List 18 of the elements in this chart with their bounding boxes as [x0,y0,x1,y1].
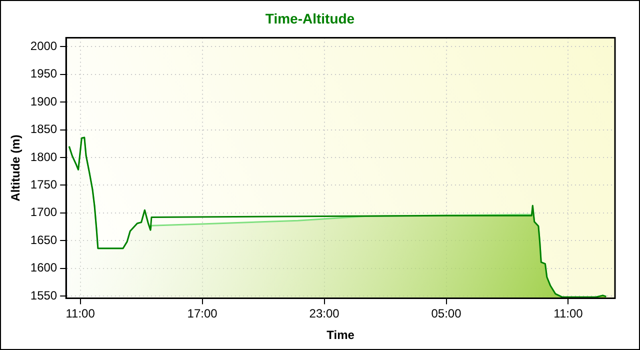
y-tick-label: 1650 [30,232,58,247]
y-tick-label: 1750 [30,177,58,192]
y-tick-label: 1900 [30,94,58,108]
y-tick-label: 1550 [30,288,58,302]
y-tick-label: 1850 [30,122,58,136]
y-tick-label: 1800 [30,150,58,164]
x-tick-label: 23:00 [309,306,340,321]
x-tick-label: 11:00 [554,306,584,321]
x-tick-label: 11:00 [66,306,96,321]
y-tick-label: 1600 [30,260,58,275]
x-axis-title: Time [326,328,355,342]
x-tick-label: 17:00 [187,306,218,321]
y-tick-label: 1700 [30,205,58,220]
chart-title: Time-Altitude [265,10,355,26]
x-tick-label: 05:00 [431,306,462,321]
y-tick-label: 1950 [30,66,58,81]
y-axis-title: Altitude (m) [8,134,23,202]
y-tick-label: 2000 [30,38,58,53]
